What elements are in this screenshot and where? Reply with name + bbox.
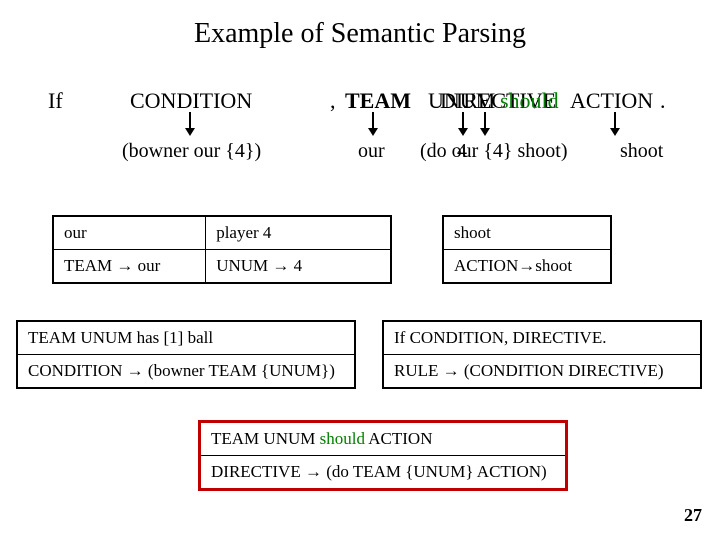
page-title: Example of Semantic Parsing xyxy=(0,18,720,50)
arrow-down-icon xyxy=(366,112,380,138)
cell-rule-expr: RULE → (CONDITION DIRECTIVE) xyxy=(384,355,700,387)
red-r1-pre: TEAM UNUM xyxy=(211,429,320,448)
table-rule: If CONDITION, DIRECTIVE. RULE → (CONDITI… xyxy=(382,320,702,389)
cell-condition-bowner: CONDITION → (bowner TEAM {UNUM}) xyxy=(18,355,354,387)
table-shoot: shoot ACTION→shoot xyxy=(442,215,612,284)
cell-team-our: TEAM → our xyxy=(54,250,205,282)
condition-label: CONDITION xyxy=(130,88,252,114)
cell-action-shoot: ACTION→shoot xyxy=(444,250,610,282)
do-expr: (do our {4} shoot) xyxy=(420,140,568,163)
comma: , xyxy=(330,88,336,114)
arrow-down-icon xyxy=(478,112,492,138)
arrow-down-icon xyxy=(183,112,197,138)
cell-our: our xyxy=(54,217,205,249)
team-label: TEAM xyxy=(345,88,411,114)
slide-number: 27 xyxy=(684,505,702,526)
table-directive-red: TEAM UNUM should ACTION DIRECTIVE → (do … xyxy=(198,420,568,491)
cell-unum-4: UNUM → 4 xyxy=(205,250,390,282)
red-r1-should: should xyxy=(320,429,365,448)
cell-if-directive: If CONDITION, DIRECTIVE. xyxy=(384,322,700,354)
table-condition: TEAM UNUM has [1] ball CONDITION → (bown… xyxy=(16,320,356,389)
cell-directive-do: DIRECTIVE → (do TEAM {UNUM} ACTION) xyxy=(201,456,565,488)
arrow-down-icon xyxy=(608,112,622,138)
should-text: should xyxy=(500,88,559,114)
cell-shoot: shoot xyxy=(444,217,610,249)
cell-hasball: TEAM UNUM has [1] ball xyxy=(18,322,354,354)
cell-player4: player 4 xyxy=(205,217,390,249)
action-label: ACTION xyxy=(570,88,653,114)
cell-should-action: TEAM UNUM should ACTION xyxy=(201,423,565,455)
shoot-value: shoot xyxy=(620,140,663,163)
if-text: If xyxy=(48,88,63,114)
table-our-player: our player 4 TEAM → our UNUM → 4 xyxy=(52,215,392,284)
period: . xyxy=(660,88,666,114)
arrow-down-icon xyxy=(456,112,470,138)
bowner-expr: (bowner our {4}) xyxy=(122,140,261,163)
our-value: our xyxy=(358,140,385,163)
red-r1-post: ACTION xyxy=(365,429,433,448)
